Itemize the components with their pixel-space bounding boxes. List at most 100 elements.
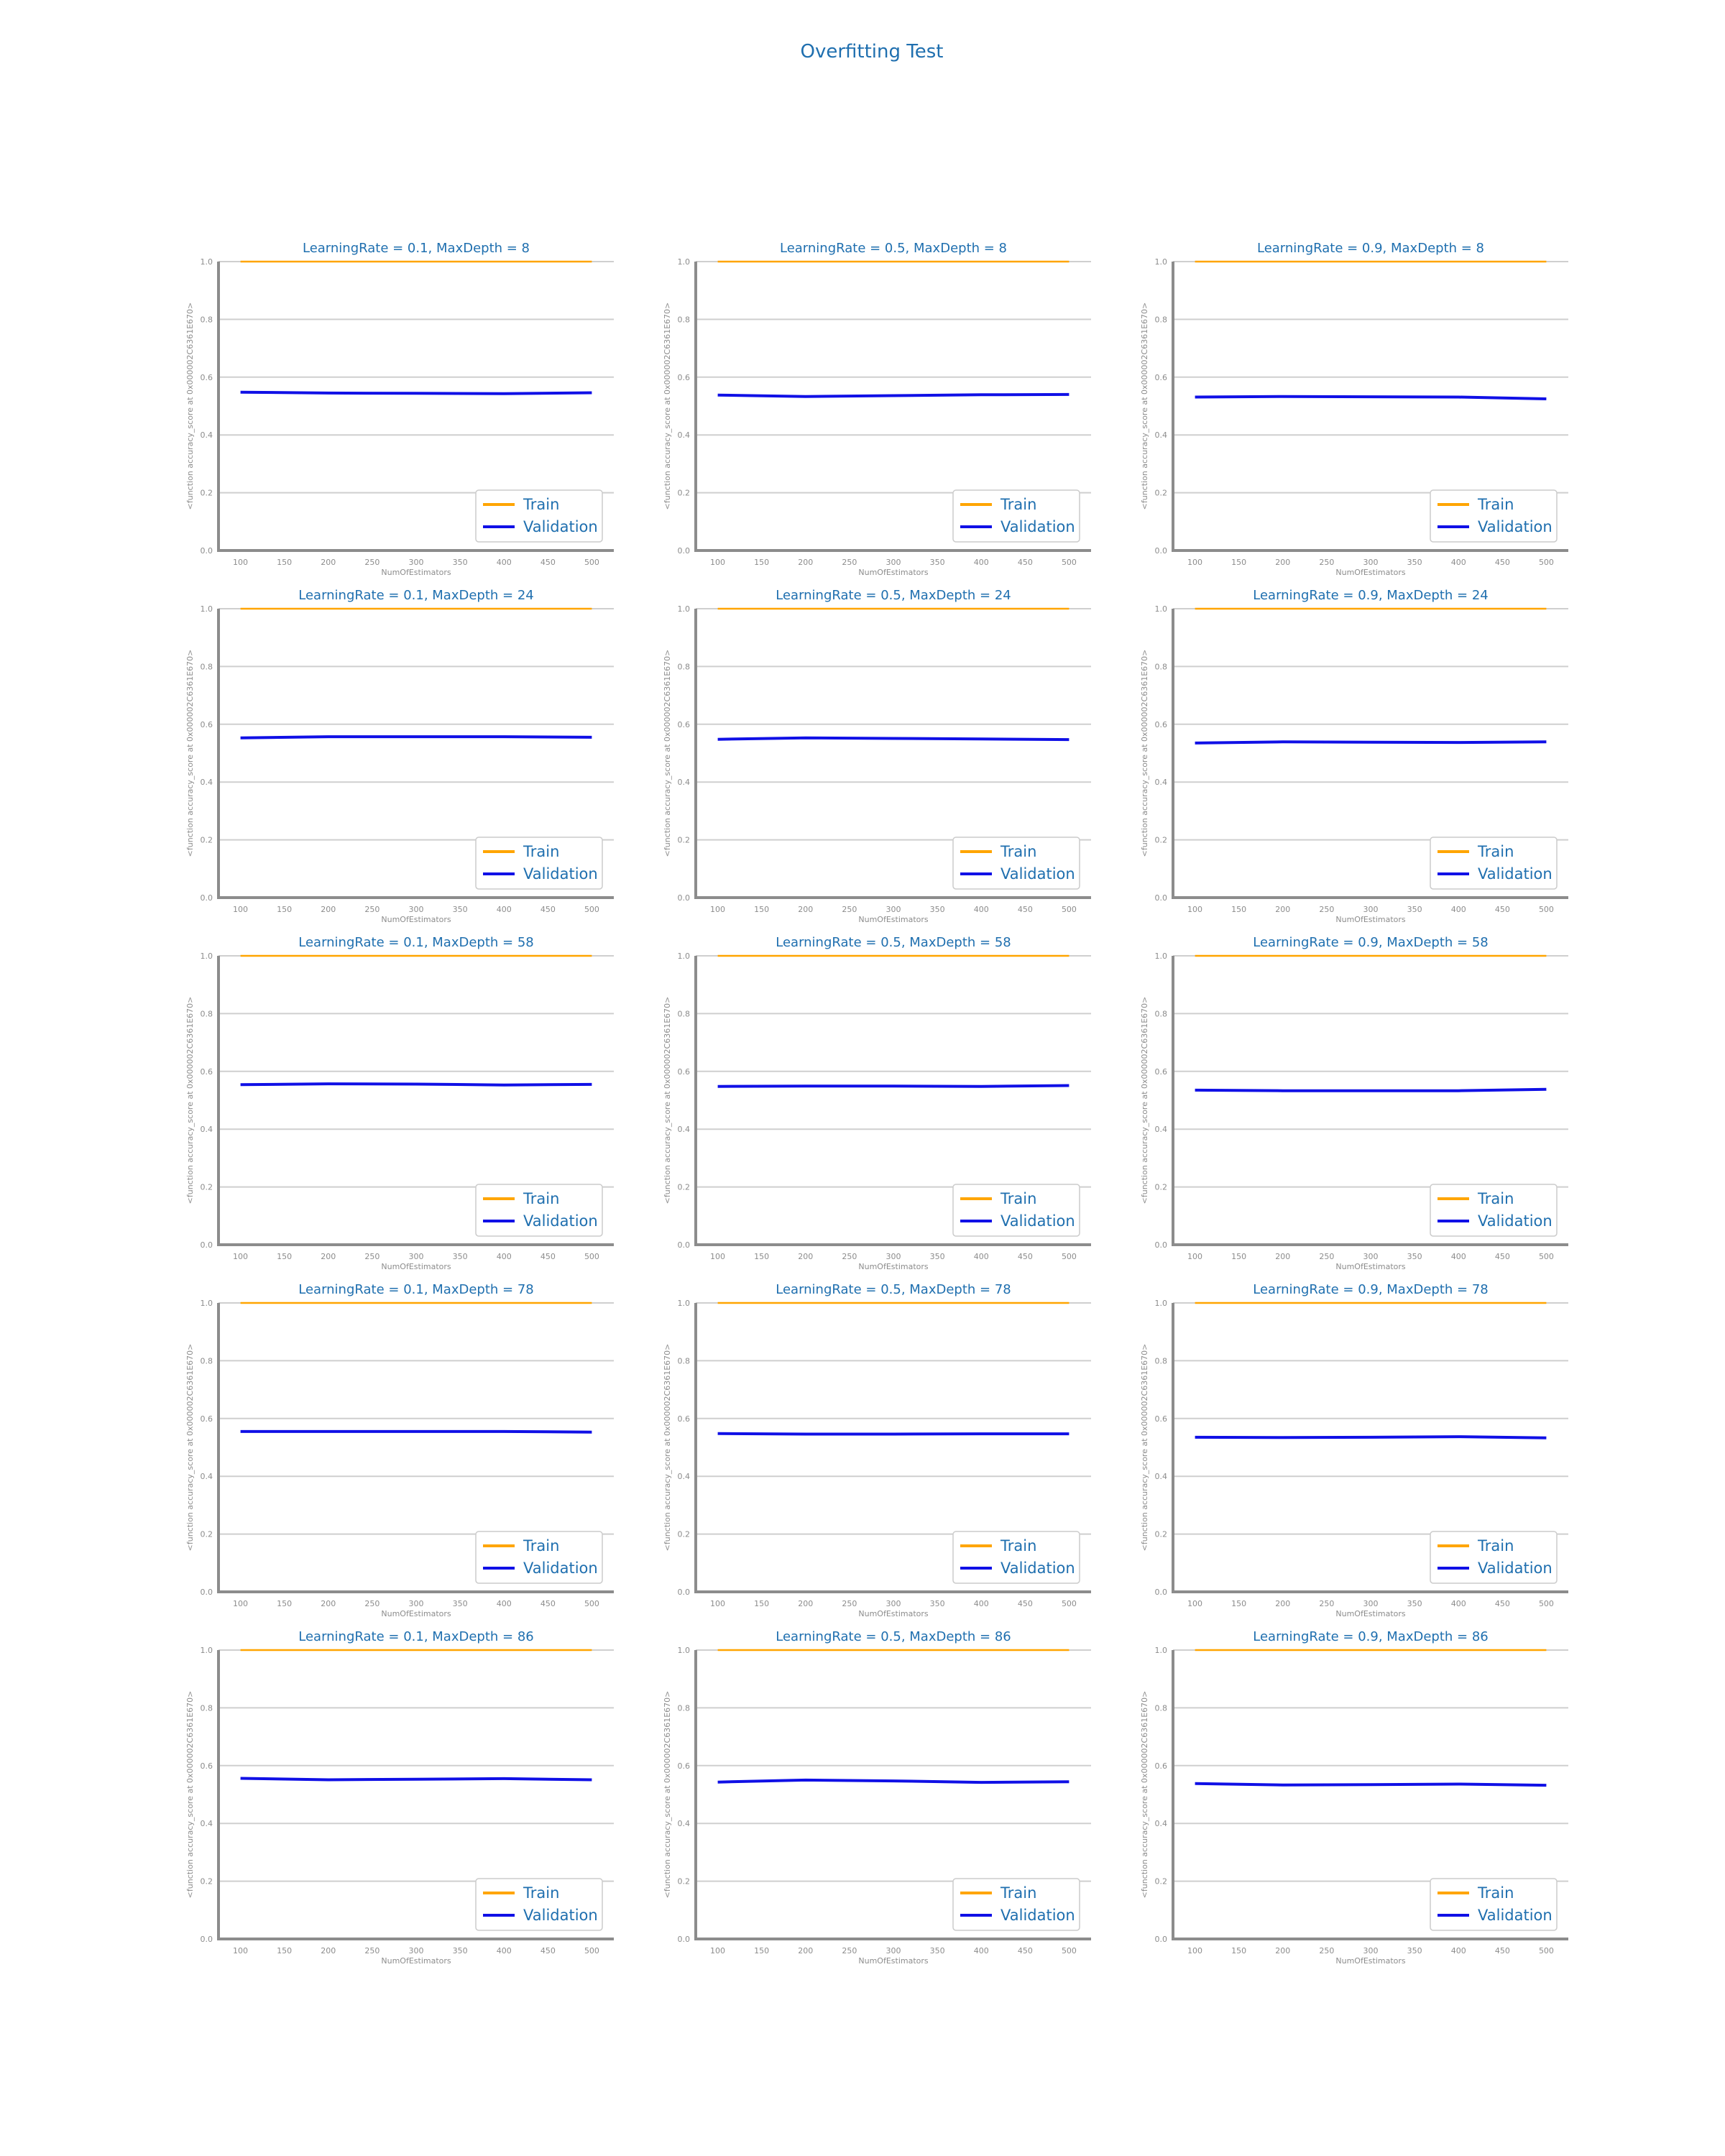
x-tick-label: 300 [409, 1252, 424, 1261]
y-tick-label: 1.0 [678, 1646, 691, 1655]
y-tick-label: 0.2 [1155, 1530, 1168, 1539]
y-tick-label: 0.0 [201, 1935, 213, 1944]
y-tick-label: 0.8 [1155, 1703, 1168, 1713]
y-tick-label: 0.4 [201, 1125, 213, 1134]
x-tick-label: 300 [1363, 558, 1379, 567]
x-tick-label: 150 [1231, 1252, 1246, 1261]
y-tick-label: 1.0 [678, 257, 691, 267]
x-tick-label: 350 [453, 1946, 468, 1955]
x-axis-label: NumOfEstimators [381, 1262, 451, 1271]
subplot-5: LearningRate = 0.5, MaxDepth = 24 0.0 0.2 0… [663, 588, 1091, 924]
x-tick-label: 250 [1319, 1599, 1334, 1608]
y-tick-label: 0.2 [201, 489, 213, 498]
x-tick-label: 150 [277, 558, 292, 567]
y-axis-label: <function accuracy_score at 0x000002C636… [663, 997, 672, 1204]
x-tick-label: 300 [886, 905, 901, 914]
y-tick-label: 1.0 [1155, 257, 1168, 267]
y-tick-label: 1.0 [1155, 952, 1168, 961]
y-tick-label: 0.4 [678, 1125, 691, 1134]
subplot-title: LearningRate = 0.1, MaxDepth = 78 [298, 1282, 533, 1297]
legend-label-validation: Validation [1000, 1560, 1075, 1577]
legend-label-validation: Validation [523, 1560, 598, 1577]
y-tick-label: 1.0 [201, 604, 213, 614]
x-tick-label: 400 [497, 558, 512, 567]
series-line-validation [717, 392, 1070, 398]
x-tick-label: 450 [1495, 1946, 1510, 1955]
subplot-title: LearningRate = 0.5, MaxDepth = 86 [776, 1629, 1011, 1644]
legend-label-train: Train [1477, 1884, 1514, 1902]
y-tick-label: 1.0 [1155, 604, 1168, 614]
x-tick-label: 400 [974, 558, 989, 567]
x-tick-label: 100 [710, 1599, 725, 1608]
x-axis-label: NumOfEstimators [858, 915, 929, 924]
x-tick-label: 100 [710, 1946, 725, 1955]
x-tick-label: 300 [886, 558, 901, 567]
y-tick-label: 0.6 [201, 1067, 213, 1077]
x-tick-label: 200 [798, 1252, 813, 1261]
y-tick-label: 0.2 [678, 1877, 691, 1886]
x-tick-label: 350 [930, 905, 945, 914]
x-tick-label: 500 [1539, 558, 1554, 567]
series-line-validation [240, 735, 592, 740]
y-tick-label: 0.4 [201, 1472, 213, 1481]
y-tick-label: 1.0 [201, 257, 213, 267]
x-tick-label: 350 [1407, 905, 1422, 914]
x-tick-label: 100 [1187, 558, 1202, 567]
x-tick-label: 400 [974, 1252, 989, 1261]
series-line-validation [1195, 1782, 1547, 1787]
legend-label-validation: Validation [523, 865, 598, 883]
y-tick-label: 0.4 [1155, 1819, 1168, 1828]
legend-label-validation: Validation [1478, 865, 1552, 883]
series-line-validation [1195, 1087, 1547, 1092]
x-axis-label: NumOfEstimators [858, 1262, 929, 1271]
subplot-title: LearningRate = 0.5, MaxDepth = 24 [776, 588, 1011, 603]
legend-label-validation: Validation [1000, 865, 1075, 883]
x-tick-label: 250 [364, 1252, 380, 1261]
y-tick-label: 0.4 [678, 1819, 691, 1828]
x-tick-label: 200 [798, 558, 813, 567]
x-tick-label: 500 [584, 905, 599, 914]
legend-label-train: Train [1477, 1537, 1514, 1554]
y-tick-label: 0.0 [678, 1935, 691, 1944]
y-tick-label: 0.4 [201, 778, 213, 787]
x-tick-label: 250 [1319, 905, 1334, 914]
y-tick-label: 0.8 [678, 1356, 691, 1365]
x-tick-label: 200 [798, 1946, 813, 1955]
x-tick-label: 250 [842, 1946, 857, 1955]
y-tick-label: 0.8 [201, 1009, 213, 1018]
x-axis-label: NumOfEstimators [858, 1956, 929, 1966]
y-tick-label: 0.2 [1155, 836, 1168, 845]
x-tick-label: 450 [540, 558, 556, 567]
x-tick-label: 400 [497, 905, 512, 914]
y-axis-label: <function accuracy_score at 0x000002C636… [185, 1344, 195, 1552]
subplot-title: LearningRate = 0.9, MaxDepth = 86 [1253, 1629, 1488, 1644]
subplot-1: LearningRate = 0.1, MaxDepth = 8 0.0 0.2 0.… [185, 241, 614, 577]
series-line-validation [1195, 1435, 1547, 1439]
x-tick-label: 100 [1187, 1599, 1202, 1608]
x-tick-label: 450 [540, 1252, 556, 1261]
x-tick-label: 100 [1187, 905, 1202, 914]
x-tick-label: 300 [1363, 1946, 1379, 1955]
subplot-title: LearningRate = 0.9, MaxDepth = 58 [1253, 935, 1488, 950]
y-axis-label: <function accuracy_score at 0x000002C636… [1140, 997, 1149, 1204]
y-tick-label: 0.2 [678, 1183, 691, 1192]
y-tick-label: 0.4 [678, 1472, 691, 1481]
x-tick-label: 450 [1495, 558, 1510, 567]
legend-label-train: Train [523, 1884, 559, 1902]
x-axis-label: NumOfEstimators [858, 568, 929, 577]
legend-label-train: Train [1000, 1190, 1036, 1207]
y-tick-label: 1.0 [201, 1646, 213, 1655]
x-tick-label: 400 [497, 1252, 512, 1261]
legend-label-train: Train [1000, 1884, 1036, 1902]
y-tick-label: 0.6 [678, 1067, 691, 1077]
series-line-validation [717, 1778, 1070, 1784]
y-tick-label: 0.2 [1155, 489, 1168, 498]
x-tick-label: 150 [754, 905, 769, 914]
x-tick-label: 300 [1363, 905, 1379, 914]
x-tick-label: 400 [1451, 905, 1466, 914]
x-tick-label: 200 [798, 905, 813, 914]
legend-label-train: Train [523, 1537, 559, 1554]
y-tick-label: 0.6 [201, 373, 213, 382]
legend-label-train: Train [523, 843, 559, 860]
legend-label-train: Train [523, 496, 559, 513]
